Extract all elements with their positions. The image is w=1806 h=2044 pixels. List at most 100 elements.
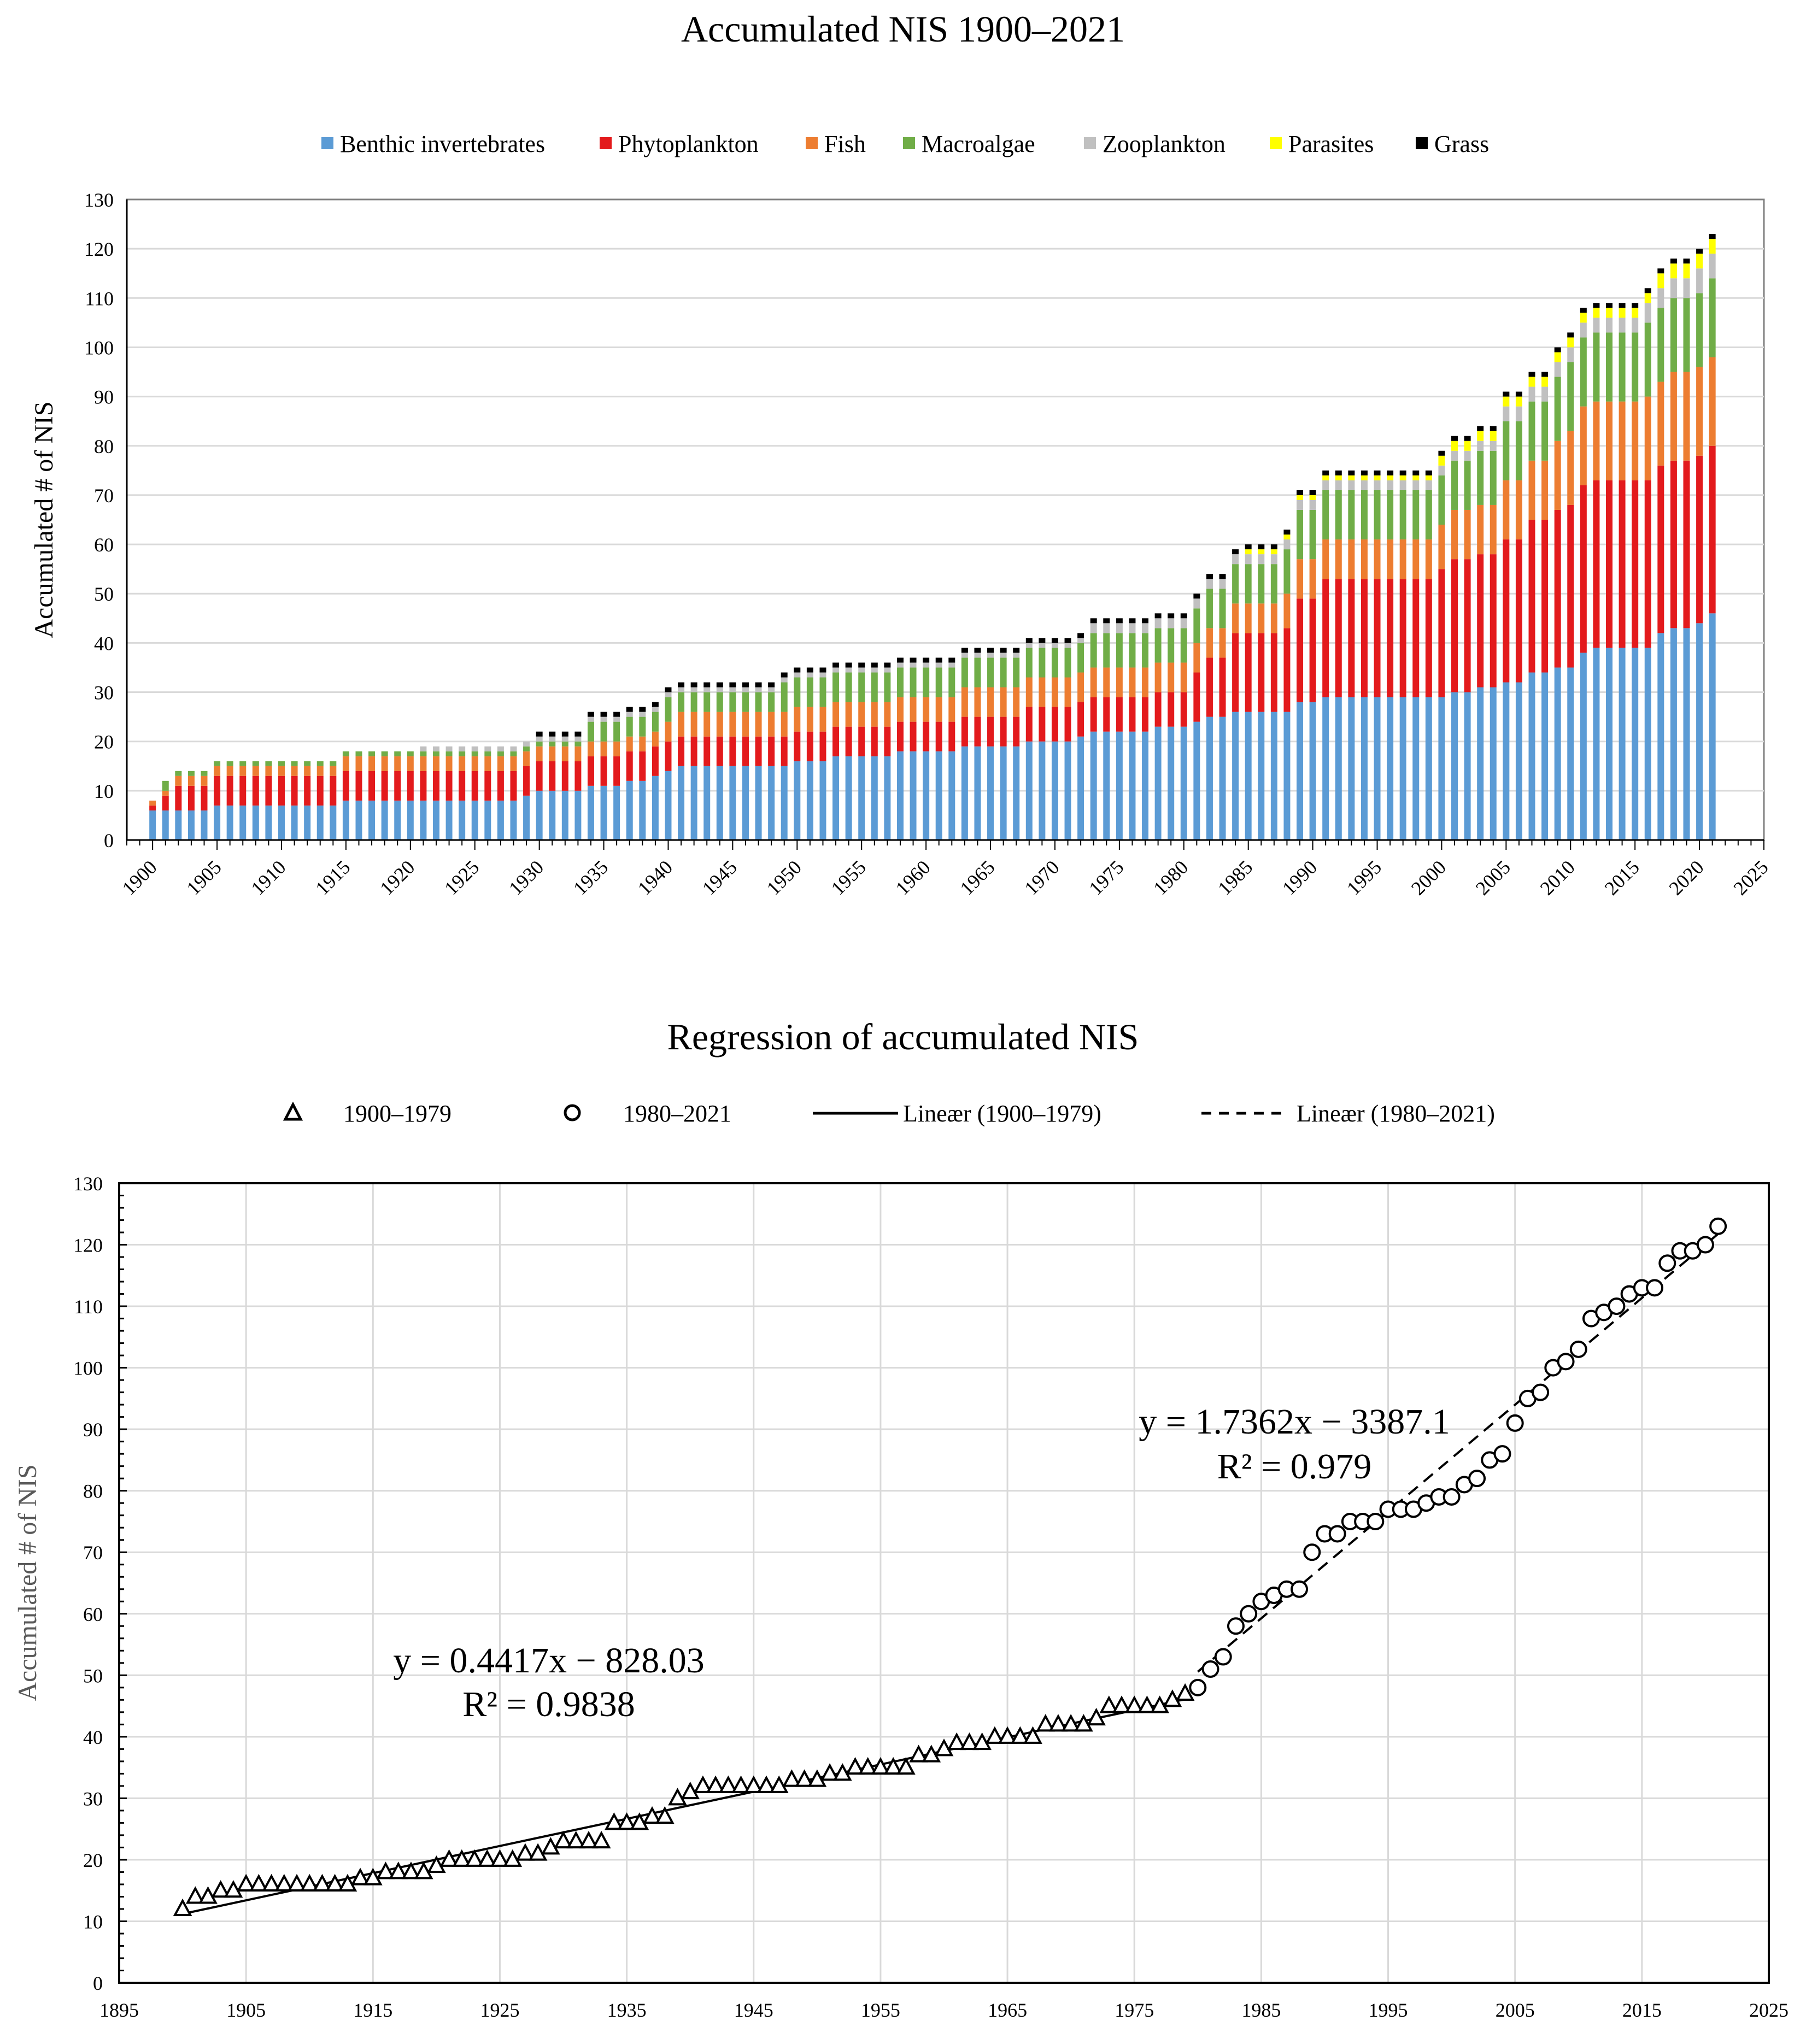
bar-2012-1 [1593, 480, 1600, 648]
bar-1949-1 [781, 736, 788, 766]
bar-1966-2 [1000, 687, 1007, 717]
bar-1976-6 [1129, 618, 1136, 624]
bar-1965-4 [987, 653, 994, 658]
x-tick-1910: 1910 [247, 856, 290, 899]
bar-1913-2 [316, 766, 324, 776]
bar-1938-1 [639, 751, 646, 781]
bar-1956-1 [871, 726, 878, 756]
triangle-point-1974 [1112, 1695, 1131, 1713]
x-tick-1965: 1965 [956, 856, 999, 899]
triangle-point-1939 [668, 1788, 687, 1806]
bar-1977-6 [1142, 618, 1149, 624]
bar-1962-1 [948, 721, 955, 751]
bar-1987-3 [1270, 564, 1277, 604]
bar-1958-2 [896, 697, 904, 722]
y-tick-0: 0 [104, 830, 114, 851]
y-tick-130: 130 [84, 189, 114, 211]
bar-1986-0 [1258, 712, 1265, 840]
triangle-point-1937 [642, 1806, 662, 1824]
bar-1901-3 [162, 780, 169, 791]
bar-1930-2 [536, 746, 543, 761]
bar-1958-4 [896, 662, 904, 668]
bar-1953-6 [832, 662, 840, 668]
bar-1951-6 [806, 667, 813, 673]
bar-1919-3 [394, 751, 401, 756]
bar-2011-4 [1580, 322, 1587, 338]
bar-2017-0 [1657, 633, 1664, 840]
bar-2019-3 [1683, 298, 1690, 372]
bar-1963-3 [961, 657, 968, 688]
bar-1990-1 [1309, 598, 1316, 702]
bar-1993-2 [1348, 539, 1355, 579]
bar-1953-4 [832, 667, 840, 673]
bar-1912-3 [304, 761, 311, 766]
bar-1930-4 [536, 736, 543, 742]
bar-1903-1 [187, 785, 195, 810]
bar-2001-0 [1451, 692, 1458, 840]
bar-1953-2 [832, 702, 840, 727]
bar-2020-1 [1696, 455, 1703, 624]
bar-1951-0 [806, 761, 813, 840]
triangle-point-1929 [541, 1837, 560, 1855]
bar-1939-2 [652, 731, 659, 747]
bar-1972-6 [1077, 633, 1084, 638]
bar-1911-0 [291, 805, 298, 840]
y-tick-20: 20 [94, 731, 114, 753]
circle-point-2013 [1608, 1297, 1626, 1315]
bar-1967-1 [1013, 716, 1020, 747]
triangle-point-1959 [922, 1745, 941, 1763]
bar-1940-2 [665, 721, 672, 742]
bar-1943-0 [703, 766, 711, 840]
bar-1910-1 [278, 776, 285, 806]
bar-1971-0 [1064, 741, 1071, 840]
bar-1971-2 [1064, 677, 1071, 707]
bar-1975-1 [1116, 697, 1123, 732]
triangle-point-1968 [1036, 1714, 1056, 1732]
bar-1919-1 [394, 771, 401, 801]
circle-point-2016 [1646, 1279, 1664, 1297]
legend-swatch-2 [806, 137, 818, 149]
bar-1951-4 [806, 672, 813, 678]
bar-2011-2 [1580, 406, 1587, 485]
triangle-point-1905 [236, 1873, 256, 1892]
bar-1970-4 [1051, 643, 1058, 648]
bar-1953-3 [832, 672, 840, 702]
bar-1989-3 [1297, 509, 1304, 560]
triangle-point-1902 [198, 1886, 218, 1904]
bar-1950-0 [794, 761, 801, 840]
bar-1967-0 [1013, 746, 1020, 840]
bar-1928-0 [510, 800, 517, 840]
bar-2015-2 [1632, 401, 1639, 480]
bar-2002-2 [1464, 509, 1471, 560]
bar-1942-0 [690, 766, 697, 840]
circle-point-1991 [1328, 1525, 1346, 1543]
bar-2013-4 [1606, 318, 1613, 333]
triangle-point-1972 [1087, 1707, 1106, 1726]
bar-1939-6 [652, 702, 659, 707]
bar-1976-0 [1129, 731, 1136, 840]
triangle-point-1903 [211, 1879, 231, 1898]
bar-2016-1 [1644, 480, 1651, 648]
bar-2015-6 [1632, 303, 1639, 308]
bar-1908-2 [252, 766, 259, 776]
bar-1986-6 [1258, 544, 1265, 550]
bar-1975-4 [1116, 623, 1123, 633]
bar-1937-3 [626, 716, 633, 737]
bar-1931-0 [549, 790, 556, 840]
bar-1939-1 [652, 746, 659, 776]
bar-1940-1 [665, 741, 672, 771]
bar-1937-2 [626, 736, 633, 751]
bar-1912-2 [304, 766, 311, 776]
bar-2018-6 [1670, 259, 1677, 264]
bar-1983-2 [1219, 628, 1226, 658]
bar-1925-0 [471, 800, 478, 840]
bar-1935-2 [600, 741, 607, 756]
legend-label-5: Parasites [1288, 131, 1374, 157]
bar-1952-1 [819, 731, 826, 761]
bar-1933-4 [574, 736, 582, 742]
bar-1994-5 [1361, 475, 1368, 480]
bar-1907-3 [239, 761, 247, 766]
bar-1964-2 [974, 687, 981, 717]
bar-2018-2 [1670, 372, 1677, 461]
bar-1917-1 [368, 771, 376, 801]
